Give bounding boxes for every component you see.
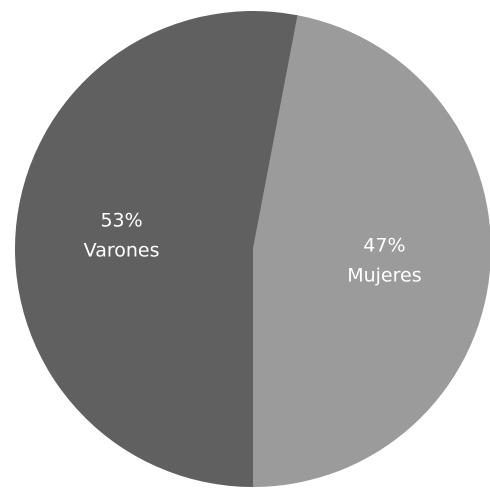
pie-slice-varones [14,11,298,488]
pie-slice-mujeres [253,15,490,487]
slice-value-label-mujeres: 47% [363,234,405,256]
slice-name-label-varones: Varones [84,240,160,262]
slice-value-label-varones: 53% [100,210,142,232]
slice-name-label-mujeres: Mujeres [347,264,421,286]
